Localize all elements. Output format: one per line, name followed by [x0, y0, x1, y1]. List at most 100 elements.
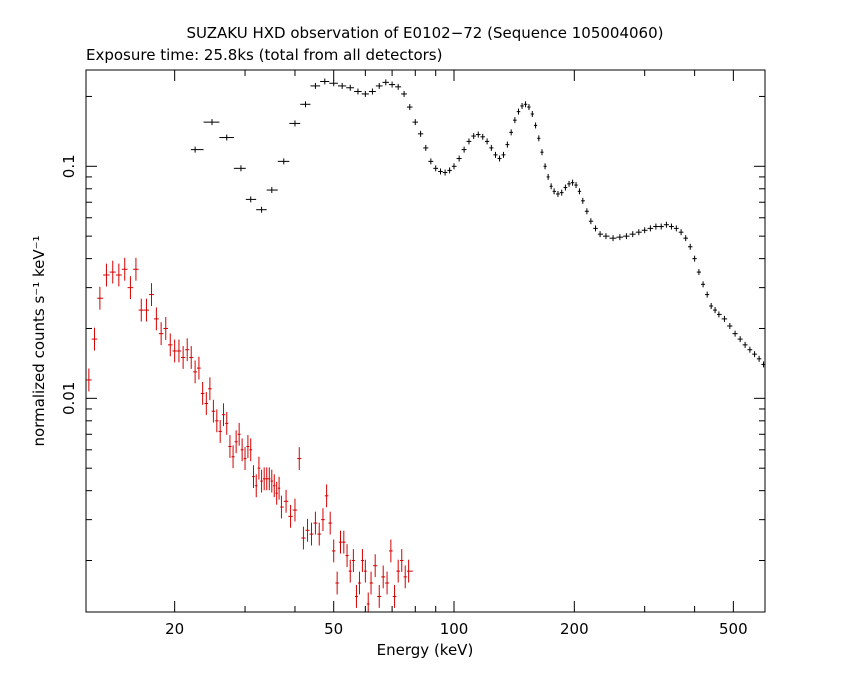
data-point	[509, 129, 514, 136]
data-point	[158, 322, 164, 346]
y-tick-label: 0.01	[60, 382, 78, 415]
data-point	[256, 206, 267, 213]
data-point	[382, 79, 389, 86]
data-point	[301, 526, 306, 550]
data-point	[243, 447, 247, 470]
x-tick-label: 200	[560, 620, 589, 638]
data-point	[280, 495, 284, 519]
data-point	[153, 307, 159, 331]
data-point	[737, 336, 743, 343]
data-point	[115, 263, 122, 287]
x-tick-label: 50	[324, 620, 343, 638]
data-point	[687, 243, 693, 250]
data-point	[696, 269, 701, 276]
data-point	[368, 88, 376, 95]
data-point	[203, 119, 220, 126]
data-point	[321, 508, 325, 532]
data-point	[219, 134, 234, 141]
data-point	[366, 592, 370, 612]
data-point	[324, 484, 329, 508]
data-point	[363, 559, 367, 583]
data-point	[357, 571, 361, 595]
data-point	[475, 131, 481, 138]
data-point	[705, 291, 710, 298]
data-point	[466, 138, 472, 145]
data-point	[556, 190, 560, 197]
data-point	[345, 544, 349, 568]
data-point	[172, 339, 177, 363]
data-point	[563, 184, 568, 191]
data-point	[593, 225, 598, 232]
data-point	[761, 361, 765, 368]
data-point	[423, 144, 429, 151]
data-point	[438, 168, 443, 175]
data-point	[584, 208, 589, 215]
data-series	[190, 78, 765, 368]
data-point	[246, 435, 250, 458]
data-point	[480, 133, 485, 140]
data-point	[456, 155, 462, 162]
data-point	[260, 469, 263, 493]
data-point	[385, 571, 389, 595]
chart-title: SUZAKU HXD observation of E0102−72 (Sequ…	[187, 24, 664, 42]
data-point	[231, 445, 235, 469]
data-point	[540, 149, 544, 156]
data-point	[337, 82, 347, 89]
data-point	[668, 223, 674, 230]
data-point	[369, 571, 374, 595]
data-point	[653, 223, 659, 230]
data-point	[277, 158, 290, 165]
data-point	[392, 585, 397, 608]
data-point	[109, 260, 116, 284]
data-point	[193, 360, 198, 384]
data-point	[505, 141, 510, 148]
data-point	[609, 235, 617, 242]
data-point	[91, 327, 98, 351]
data-point	[200, 381, 205, 405]
data-point	[451, 163, 457, 170]
data-point	[245, 196, 257, 203]
data-point	[549, 183, 553, 190]
data-point	[300, 101, 311, 108]
data-point	[530, 111, 534, 117]
data-point	[683, 235, 688, 242]
data-point	[406, 104, 413, 111]
data-point	[447, 167, 452, 174]
data-point	[342, 530, 346, 554]
data-point	[552, 188, 557, 195]
data-point	[484, 138, 490, 145]
data-point	[537, 135, 541, 142]
data-point	[597, 231, 604, 238]
data-point	[163, 317, 169, 340]
data-point	[489, 144, 494, 151]
data-point	[127, 276, 134, 300]
data-point	[317, 522, 322, 546]
data-point	[513, 117, 517, 124]
data-point	[225, 411, 229, 435]
data-point	[396, 559, 400, 583]
data-point	[461, 146, 467, 153]
data-point	[433, 165, 439, 172]
data-point	[237, 422, 241, 446]
data-point	[678, 229, 684, 236]
data-point	[395, 83, 402, 90]
data-point	[234, 430, 238, 454]
data-point	[692, 255, 697, 262]
data-point	[249, 438, 253, 462]
data-point	[647, 225, 654, 232]
data-point	[570, 179, 575, 186]
data-point	[320, 78, 330, 85]
data-point	[252, 465, 255, 489]
data-point	[228, 435, 232, 458]
data-point	[305, 518, 310, 542]
data-point	[138, 298, 144, 322]
data-point	[520, 102, 524, 109]
data-point	[381, 565, 386, 589]
data-point	[567, 180, 571, 187]
data-point	[623, 233, 630, 240]
data-point	[523, 101, 528, 108]
data-point	[399, 549, 404, 572]
data-point	[266, 187, 278, 194]
data-point	[270, 469, 274, 493]
data-point	[97, 286, 104, 310]
